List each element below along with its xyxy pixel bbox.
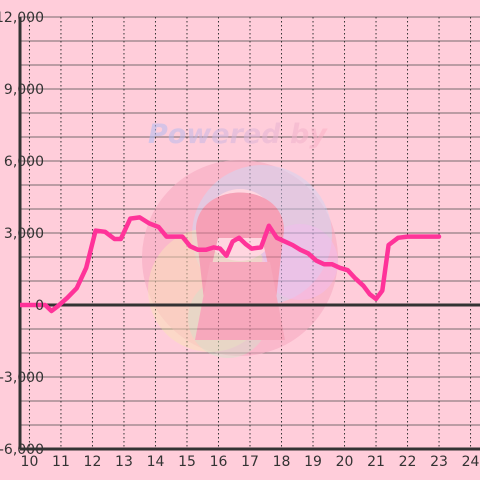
x-tick-label: 20 — [336, 454, 354, 470]
y-tick-label: 12,000 — [0, 10, 44, 26]
powered-by-watermark: Powered by — [142, 119, 338, 358]
x-tick-label: 24 — [462, 454, 480, 470]
x-tick-label: 18 — [273, 454, 291, 470]
y-tick-label: 0 — [35, 298, 44, 314]
x-tick-label: 22 — [399, 454, 417, 470]
x-tick-label: 16 — [210, 454, 228, 470]
x-tick-label: 21 — [367, 454, 385, 470]
x-tick-label: 15 — [178, 454, 196, 470]
watermark-character-body — [195, 262, 285, 340]
watermark-text: Powered by — [148, 119, 328, 150]
watermark-character-hair — [196, 192, 284, 300]
y-tick-label: -3,000 — [0, 370, 44, 386]
x-tick-label: 12 — [84, 454, 102, 470]
axes-layer — [18, 17, 480, 451]
x-tick-label: 19 — [304, 454, 322, 470]
x-tick-label: 23 — [430, 454, 448, 470]
x-tick-label: 13 — [115, 454, 133, 470]
x-tick-label: 10 — [21, 454, 39, 470]
x-tick-label: 11 — [52, 454, 70, 470]
y-tick-label: 9,000 — [4, 82, 44, 98]
series-line — [20, 215, 442, 314]
series-layer — [20, 215, 442, 314]
x-tick-label: 17 — [241, 454, 259, 470]
y-tick-label: -6,000 — [0, 442, 44, 458]
x-tick-label: 14 — [147, 454, 165, 470]
y-tick-label: 3,000 — [4, 226, 44, 242]
y-tick-label: 6,000 — [4, 154, 44, 170]
